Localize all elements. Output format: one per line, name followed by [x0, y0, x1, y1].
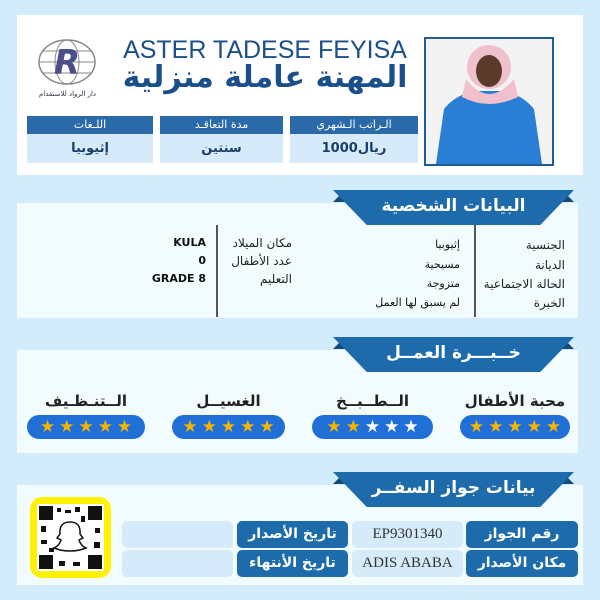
star-empty-icon: ★: [384, 417, 400, 437]
skill-rating: ★ ★ ★ ★ ★: [460, 415, 570, 439]
skill-label: الــتنـظـيف: [44, 392, 128, 410]
contract-label: مدة التعاقـد: [160, 116, 283, 134]
star-filled-icon: ★: [78, 417, 94, 437]
star-filled-icon: ★: [97, 417, 113, 437]
worker-name: ASTER TADESE FEYISA: [123, 36, 407, 64]
job-title: المهنة عاملة منزلية: [122, 60, 408, 95]
birthplace-label: مكان الميلاد: [232, 236, 292, 250]
skill-rating: ★ ★ ★ ★ ★: [312, 415, 433, 439]
birthplace-value: KULA: [173, 236, 206, 249]
company-logo: R دار الرواد للاستقدام: [35, 38, 100, 98]
worker-photo: [424, 37, 554, 166]
skill-label: محبة الأطفال: [464, 392, 566, 410]
expiry-date-value: [122, 550, 233, 577]
skill-rating: ★ ★ ★ ★ ★: [27, 415, 145, 439]
issue-date-label: تاريخ الأصدار: [237, 521, 348, 548]
experience-section-title: خــبـــرة العمــل: [333, 337, 574, 372]
languages-value: إثيوبيا: [27, 134, 153, 163]
star-filled-icon: ★: [545, 417, 562, 437]
expiry-date-label: تاريخ الأنتهاء: [237, 550, 348, 577]
snapchat-qr-code[interactable]: [30, 497, 111, 578]
experience-value: لم يسبق لها العمل: [375, 296, 460, 309]
nationality-value: إثيوبيا: [435, 238, 460, 251]
star-filled-icon: ★: [488, 417, 504, 437]
star-empty-icon: ★: [403, 417, 419, 437]
passport-number-value: EP9301340: [352, 521, 463, 548]
education-label: التعليم: [260, 272, 292, 286]
star-filled-icon: ★: [220, 417, 237, 437]
marital-status-value: متزوجة: [426, 277, 460, 290]
passport-number-label: رقم الجواز: [466, 521, 578, 548]
passport-section-title: بيانات جواز السفــر: [333, 472, 574, 507]
issue-place-value: ADIS ABABA: [352, 550, 463, 577]
skill-label: الغسيــل: [196, 392, 261, 410]
star-filled-icon: ★: [39, 417, 56, 437]
divider: [216, 225, 218, 317]
star-filled-icon: ★: [240, 417, 256, 437]
issue-date-value: [122, 521, 233, 548]
skill-rating: ★ ★ ★ ★ ★: [172, 415, 285, 439]
divider: [474, 225, 476, 317]
star-filled-icon: ★: [259, 417, 275, 437]
marital-status-label: الحالة الاجتماعية: [483, 277, 565, 291]
salary-label: الـراتب الـشهري: [290, 116, 418, 134]
issue-place-label: مكان الأصدار: [466, 550, 578, 577]
star-filled-icon: ★: [326, 417, 342, 437]
contract-value: سنتين: [160, 134, 283, 163]
children-label: عدد الأطفال: [231, 254, 292, 268]
children-value: 0: [198, 254, 206, 267]
skill-label: الــطــبــخ: [335, 392, 410, 410]
star-filled-icon: ★: [201, 417, 217, 437]
star-empty-icon: ★: [364, 417, 381, 437]
svg-text:R: R: [54, 43, 80, 83]
star-filled-icon: ★: [468, 417, 485, 437]
experience-label: الخبرة: [533, 296, 565, 310]
star-filled-icon: ★: [182, 417, 198, 437]
star-filled-icon: ★: [345, 417, 361, 437]
languages-label: اللـغات: [27, 116, 153, 134]
religion-value: مسيحية: [424, 258, 460, 271]
star-filled-icon: ★: [59, 417, 75, 437]
personal-section-title: البيانات الشخصية: [333, 190, 574, 225]
salary-value: 1000ريال: [290, 134, 418, 163]
nationality-label: الجنسية: [525, 238, 565, 252]
star-filled-icon: ★: [526, 417, 542, 437]
education-value: GRADE 8: [151, 272, 206, 285]
star-filled-icon: ★: [507, 417, 523, 437]
religion-label: الديانة: [534, 258, 565, 272]
star-filled-icon: ★: [116, 417, 133, 437]
